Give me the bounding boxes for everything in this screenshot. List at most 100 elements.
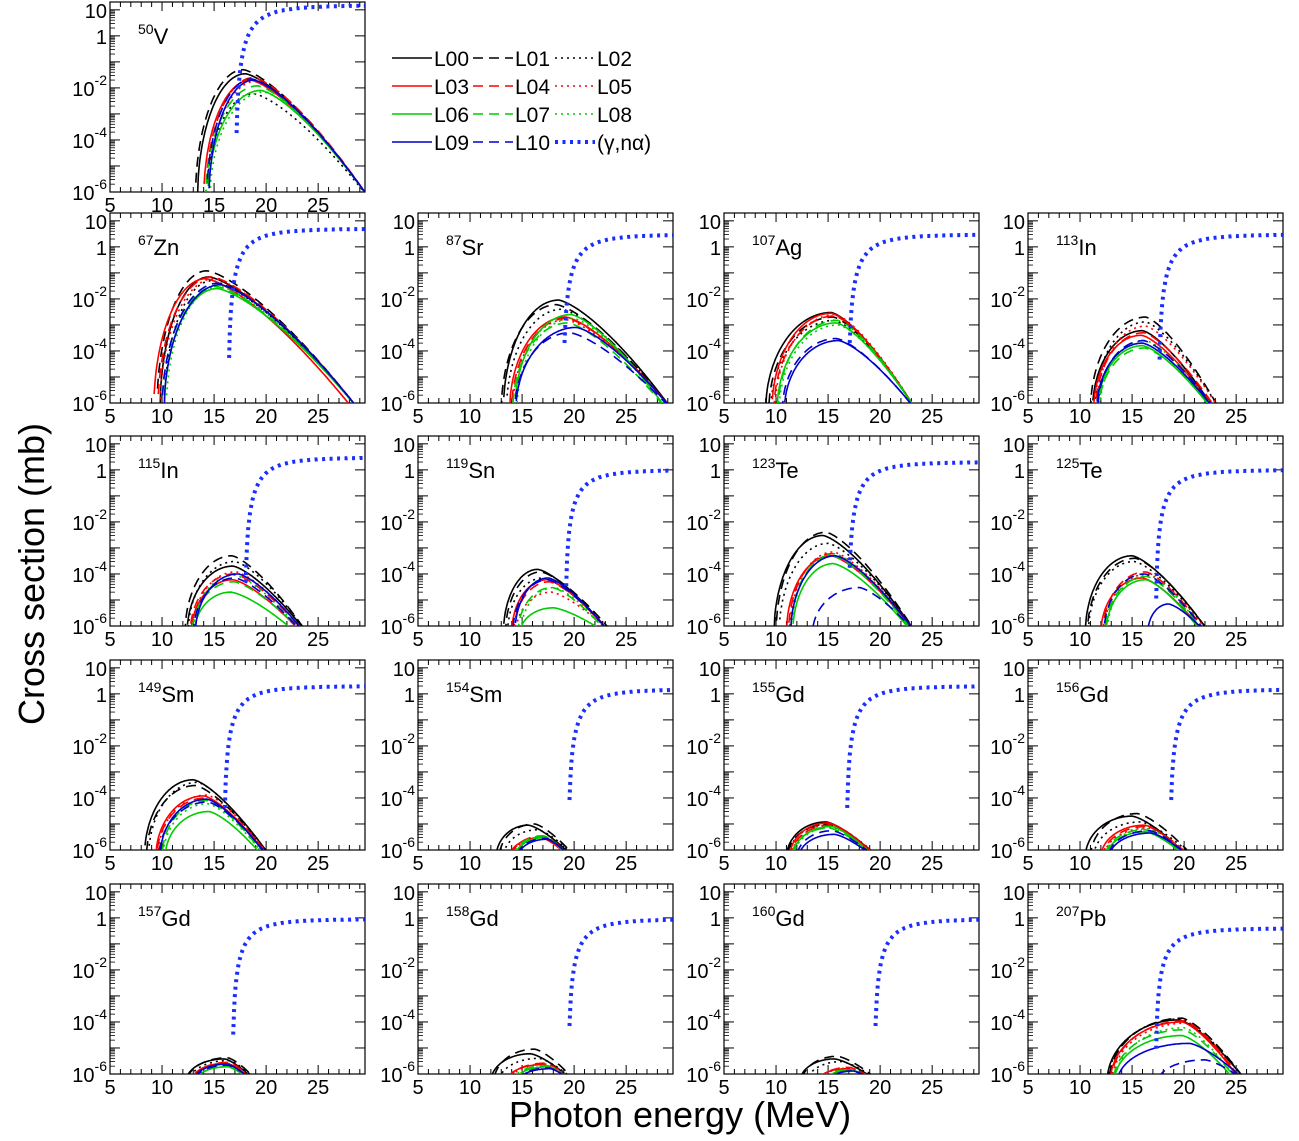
series-l03	[509, 316, 668, 403]
series-l10	[1097, 339, 1212, 403]
nuclide-label: 119Sn	[446, 455, 495, 483]
x-tick-label: 20	[563, 629, 585, 651]
y-tick-label: 10-2	[990, 506, 1025, 535]
y-tick-label: 10-6	[686, 387, 721, 416]
series-l04	[511, 317, 668, 403]
curves	[1106, 926, 1283, 1074]
series-l07	[790, 555, 910, 626]
x-tick-label: 25	[307, 195, 329, 217]
series-l00	[159, 276, 355, 403]
series-l04	[510, 1062, 567, 1074]
series-l01	[768, 316, 913, 403]
series-l01	[184, 555, 304, 626]
series-l06	[1114, 1034, 1231, 1074]
series-l01	[500, 303, 668, 403]
series-l08	[1106, 574, 1201, 626]
x-tick-label: 5	[1022, 629, 1033, 651]
plot-frame	[723, 659, 980, 851]
y-tick-label: 1	[1014, 909, 1025, 931]
series-l09	[208, 79, 365, 192]
curves	[1085, 687, 1283, 850]
y-tick-label: 10	[393, 212, 415, 234]
y-tick-label: 10-2	[72, 72, 107, 101]
panel-50V: 5 10 15 20 25 10-6 10-4 10-2 1 10 50V	[72, 1, 366, 217]
y-tick-label: 1	[710, 685, 721, 707]
y-tick-label: 10-4	[72, 124, 107, 153]
panel-115In: 5 10 15 20 25 10-6 10-4 10-2 1 10 115In	[72, 435, 366, 651]
x-tick-label: 25	[1225, 853, 1247, 875]
series-l10	[1109, 829, 1183, 850]
y-tick-label: 10-4	[380, 782, 415, 811]
y-tick-label: 10	[699, 883, 721, 905]
series-l04	[157, 276, 355, 403]
y-tick-label: 10-6	[380, 610, 415, 639]
series-gamma-n-alpha	[847, 460, 979, 568]
y-tick-label: 10-4	[72, 335, 107, 364]
y-tick-label: 10-4	[380, 335, 415, 364]
x-tick-label: 5	[718, 406, 729, 428]
series-gamma-n-alpha	[1169, 687, 1283, 801]
x-tick-label: 5	[412, 1077, 423, 1099]
y-tick-label: 10	[393, 659, 415, 681]
series-gamma-n-alpha	[1154, 468, 1283, 599]
y-tick-label: 10-4	[72, 558, 107, 587]
y-tick-label: 10-4	[686, 782, 721, 811]
nuclide-label: 155Gd	[752, 679, 805, 707]
y-tick-label: 1	[96, 27, 107, 49]
curves	[184, 456, 365, 626]
series-l04	[1102, 571, 1203, 626]
series-l09	[1147, 603, 1201, 626]
series-l01	[802, 1055, 872, 1074]
legend-label: L05	[597, 76, 632, 99]
series-gamma-n-alpha	[567, 688, 673, 801]
x-tick-label: 25	[615, 853, 637, 875]
series-l08	[519, 1065, 564, 1074]
plot-frame	[417, 659, 674, 851]
curves	[144, 684, 365, 850]
series-l06	[520, 607, 597, 626]
series-l04	[513, 581, 606, 626]
y-axis-title: Cross section (mb)	[11, 423, 52, 725]
series-l05	[515, 591, 605, 626]
y-tick-label: 10-6	[380, 387, 415, 416]
series-gamma-n-alpha	[234, 3, 365, 134]
plot-frame	[109, 1, 366, 193]
panel-154Sm: 5 10 15 20 25 10-6 10-4 10-2 1 10 154Sm	[380, 659, 674, 875]
y-tick-label: 1	[1014, 685, 1025, 707]
x-tick-label: 20	[1173, 853, 1195, 875]
legend-item: L04	[473, 76, 550, 99]
plot-frame	[723, 212, 980, 404]
y-tick-label: 10-4	[990, 335, 1025, 364]
x-tick-label: 10	[151, 195, 173, 217]
x-tick-label: 25	[1225, 1077, 1247, 1099]
x-tick-label: 10	[151, 1077, 173, 1099]
x-tick-label: 15	[511, 1077, 533, 1099]
legend-label: L01	[515, 48, 550, 71]
plot-frame	[417, 883, 674, 1075]
legend-label: (γ,nα)	[597, 132, 651, 155]
legend-item: L08	[555, 104, 632, 127]
x-tick-label: 5	[1022, 1077, 1033, 1099]
y-tick-label: 10-6	[990, 610, 1025, 639]
y-tick-label: 10-6	[380, 834, 415, 863]
x-tick-label: 10	[1069, 853, 1091, 875]
legend-label: L10	[515, 132, 550, 155]
series-l10	[812, 586, 911, 626]
series-l05	[1103, 573, 1205, 626]
y-tick-label: 10-2	[380, 954, 415, 983]
x-tick-label: 5	[104, 195, 115, 217]
nuclide-label: 158Gd	[446, 903, 499, 931]
y-tick-label: 10-6	[380, 1058, 415, 1087]
y-tick-label: 10-2	[990, 730, 1025, 759]
plot-frame	[1027, 435, 1284, 627]
x-tick-label: 5	[104, 853, 115, 875]
x-tick-label: 25	[615, 629, 637, 651]
series-l04	[788, 552, 912, 626]
y-tick-label: 1	[96, 461, 107, 483]
x-tick-label: 10	[1069, 406, 1091, 428]
legend-item: L09	[392, 132, 469, 155]
x-tick-label: 5	[412, 406, 423, 428]
x-tick-label: 15	[203, 406, 225, 428]
